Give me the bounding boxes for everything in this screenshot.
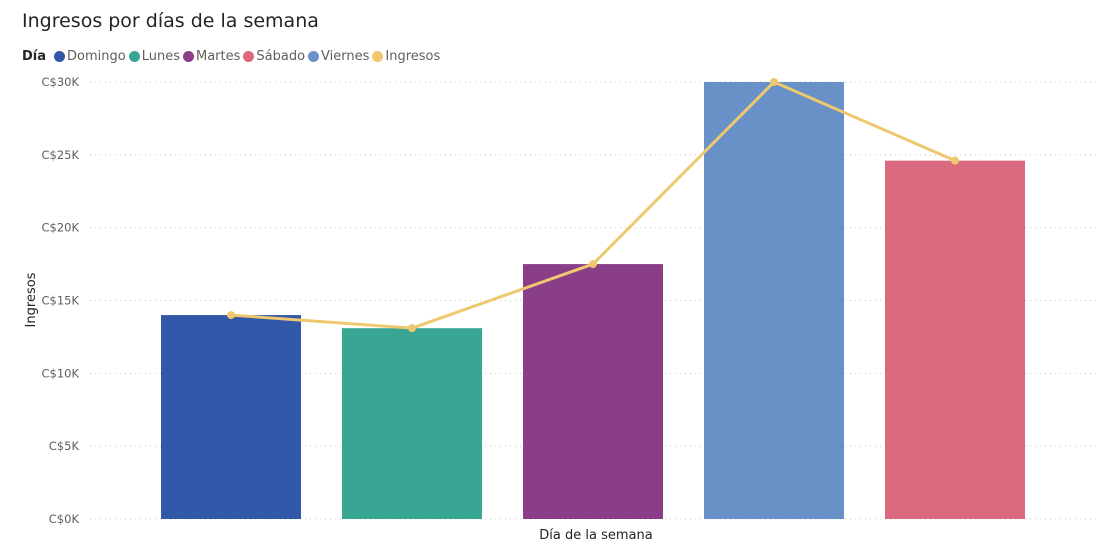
bars [161,82,1025,519]
bar-martes[interactable] [523,264,663,519]
legend-swatch-lunes [128,50,140,62]
y-tick-label: C$0K [49,512,80,526]
y-tick-label: C$5K [49,439,80,453]
bar-lunes[interactable] [342,328,482,519]
ingresos-point-sabado[interactable] [951,156,959,165]
legend-swatch-sabado [243,50,255,62]
ingresos-point-viernes[interactable] [770,78,778,86]
y-tick-label: C$25K [41,148,79,162]
x-axis-title: Día de la semana [539,528,652,543]
legend-title: Día [22,48,47,64]
legend-item-lunes[interactable]: Lunes [128,48,180,64]
y-tick-label: C$10K [41,366,79,380]
y-tick-label: C$15K [41,294,79,308]
chart-title: Ingresos por días de la semana [22,10,319,32]
y-tick-label: C$30K [41,75,79,89]
legend-swatch-domingo [54,50,66,62]
chart-legend: Día Domingo Lunes Martes Sábado Viernes … [22,47,443,65]
legend-label-martes: Martes [195,48,241,64]
legend-item-ingresos[interactable]: Ingresos [372,49,440,64]
legend-label-domingo: Domingo [67,48,126,64]
legend-item-martes[interactable]: Martes [182,48,241,64]
legend-label-viernes: Viernes [321,48,370,64]
bar-sabado[interactable] [885,160,1025,519]
legend-swatch-ingresos [372,50,384,62]
y-axis-ticks: C$0K C$5K C$10K C$15K C$20K C$25K C$30K [41,75,79,526]
y-tick-label: C$20K [41,221,79,235]
legend-item-sabado[interactable]: Sábado [243,49,305,64]
y-axis-title: Ingresos [24,272,39,327]
legend-label-sabado: Sábado [256,48,306,64]
legend-swatch-martes [182,50,194,62]
ingresos-point-martes[interactable] [589,260,597,269]
legend-swatch-viernes [308,50,320,62]
bar-viernes[interactable] [704,82,844,519]
legend-item-viernes[interactable]: Viernes [308,49,369,64]
bar-domingo[interactable] [161,315,301,519]
legend-label-ingresos: Ingresos [385,48,441,64]
ingresos-point-domingo[interactable] [227,311,235,320]
legend-label-lunes: Lunes [141,48,180,64]
ingresos-line-layer [227,78,959,333]
legend-item-domingo[interactable]: Domingo [54,49,126,64]
ingresos-point-lunes[interactable] [408,324,416,333]
